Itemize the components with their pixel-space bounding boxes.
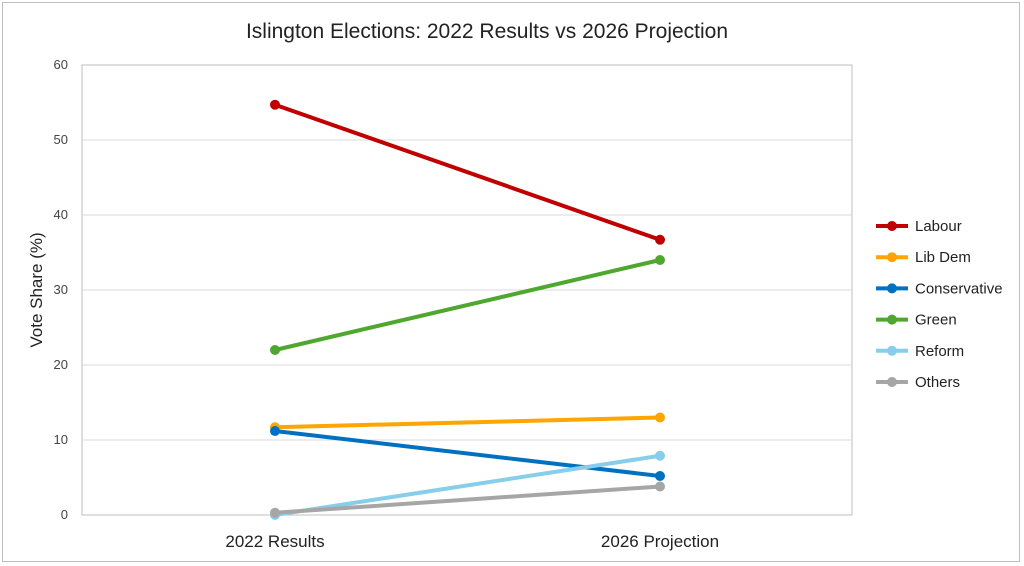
series-lines [270,99,665,520]
data-point [655,471,665,481]
legend-item: Reform [876,343,964,360]
x-axis-ticks: 2022 Results 2026 Projection [225,532,719,551]
y-tick-label: 60 [54,57,68,72]
legend-label: Green [915,312,957,329]
legend-item: Labour [876,218,962,235]
legend-label: Labour [915,218,962,235]
y-axis-label: Vote Share (%) [27,232,46,347]
x-tick-label: 2026 Projection [601,532,719,551]
data-point [270,345,280,355]
y-tick-label: 10 [54,432,68,447]
legend-item: Others [876,374,960,391]
data-point [655,234,665,245]
series-line [274,484,661,515]
series-green [270,255,665,355]
legend-marker [887,252,897,263]
chart-title: Islington Elections: 2022 Results vs 202… [246,20,728,43]
series-conservative [270,426,665,481]
legend: Labour Lib Dem Conservative Green Reform Othe… [876,218,1003,391]
series-lib-dem [270,412,665,433]
y-tick-label: 20 [54,357,68,372]
series-others [270,481,665,518]
legend-item: Green [876,312,957,329]
series-line [274,429,661,478]
legend-label: Reform [915,343,964,360]
y-tick-label: 0 [61,507,68,522]
data-point [655,450,665,461]
series-line [274,453,661,517]
legend-marker [887,345,897,356]
y-axis-ticks: 0 10 20 30 40 50 60 [54,57,68,522]
gridlines [82,139,852,441]
legend-item: Conservative [876,280,1003,297]
data-point [655,481,665,492]
data-point [655,412,665,423]
series-line [274,258,661,352]
data-point [270,507,280,518]
legend-marker [887,314,897,325]
legend-label: Lib Dem [915,249,971,266]
legend-marker [887,283,897,294]
data-point [270,99,280,110]
series-line [274,102,661,242]
y-tick-label: 50 [54,132,68,147]
legend-label: Others [915,374,960,391]
legend-marker [887,377,897,387]
y-tick-label: 30 [54,282,68,297]
legend-item: Lib Dem [876,249,971,266]
data-point [655,255,665,265]
series-line [274,415,661,430]
data-point [270,426,280,436]
y-tick-label: 40 [54,207,68,222]
legend-label: Conservative [915,280,1003,297]
x-tick-label: 2022 Results [225,532,324,551]
series-labour [270,99,665,245]
legend-marker [887,221,897,231]
